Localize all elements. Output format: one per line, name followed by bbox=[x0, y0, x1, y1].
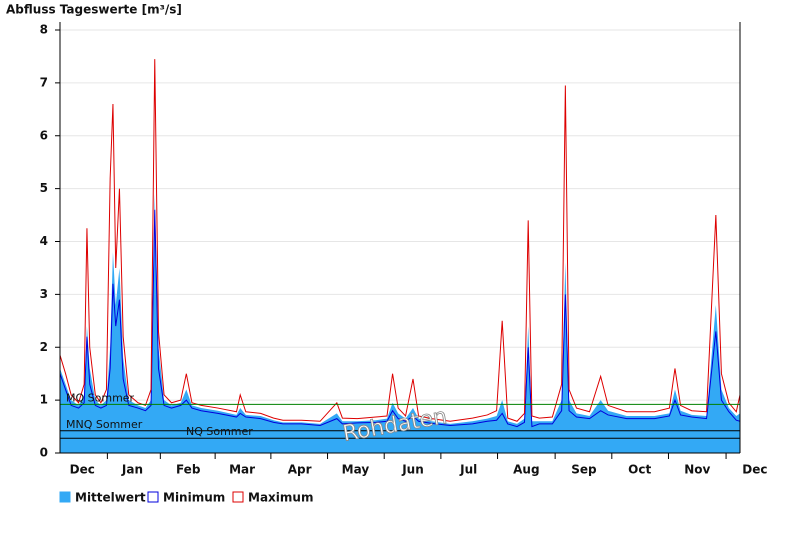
x-tick-label: Sep bbox=[571, 463, 597, 477]
x-tick-label: Dec bbox=[70, 463, 95, 477]
y-tick-label: 2 bbox=[40, 340, 48, 354]
reference-label: MQ Sommer bbox=[66, 391, 135, 404]
reference-label: NQ Sommer bbox=[186, 425, 253, 438]
line bbox=[60, 59, 740, 422]
y-tick-label: 3 bbox=[40, 287, 48, 301]
x-tick-label: Aug bbox=[513, 463, 539, 477]
y-tick-label: 1 bbox=[40, 393, 48, 407]
reference-label: MNQ Sommer bbox=[66, 418, 143, 431]
y-tick-label: 8 bbox=[40, 23, 48, 37]
x-tick-label: Nov bbox=[684, 463, 710, 477]
legend-label: Minimum bbox=[163, 491, 225, 505]
x-tick-label: Feb bbox=[176, 463, 201, 477]
x-tick-label: Apr bbox=[288, 463, 312, 477]
x-tick-label: Dec bbox=[742, 463, 767, 477]
x-tick-label: Jan bbox=[121, 463, 143, 477]
legend-label: Mittelwert bbox=[75, 491, 146, 505]
line bbox=[60, 209, 740, 428]
chart-title: Abfluss Tageswerte [m³/s] bbox=[6, 3, 182, 17]
legend-label: Maximum bbox=[248, 491, 313, 505]
x-tick-label: Jul bbox=[459, 463, 477, 477]
legend-swatch bbox=[147, 491, 159, 503]
y-tick-label: 7 bbox=[40, 75, 48, 89]
y-tick-label: 0 bbox=[40, 446, 48, 460]
y-tick-label: 6 bbox=[40, 128, 48, 142]
plot-area bbox=[60, 59, 740, 453]
legend-swatch bbox=[59, 491, 71, 503]
x-tick-label: Mar bbox=[229, 463, 255, 477]
x-tick-label: May bbox=[342, 463, 370, 477]
legend-swatch bbox=[232, 491, 244, 503]
x-tick-label: Jun bbox=[401, 463, 424, 477]
x-tick-label: Oct bbox=[628, 463, 651, 477]
y-tick-label: 4 bbox=[40, 234, 48, 248]
y-tick-label: 5 bbox=[40, 181, 48, 195]
area bbox=[60, 193, 740, 453]
